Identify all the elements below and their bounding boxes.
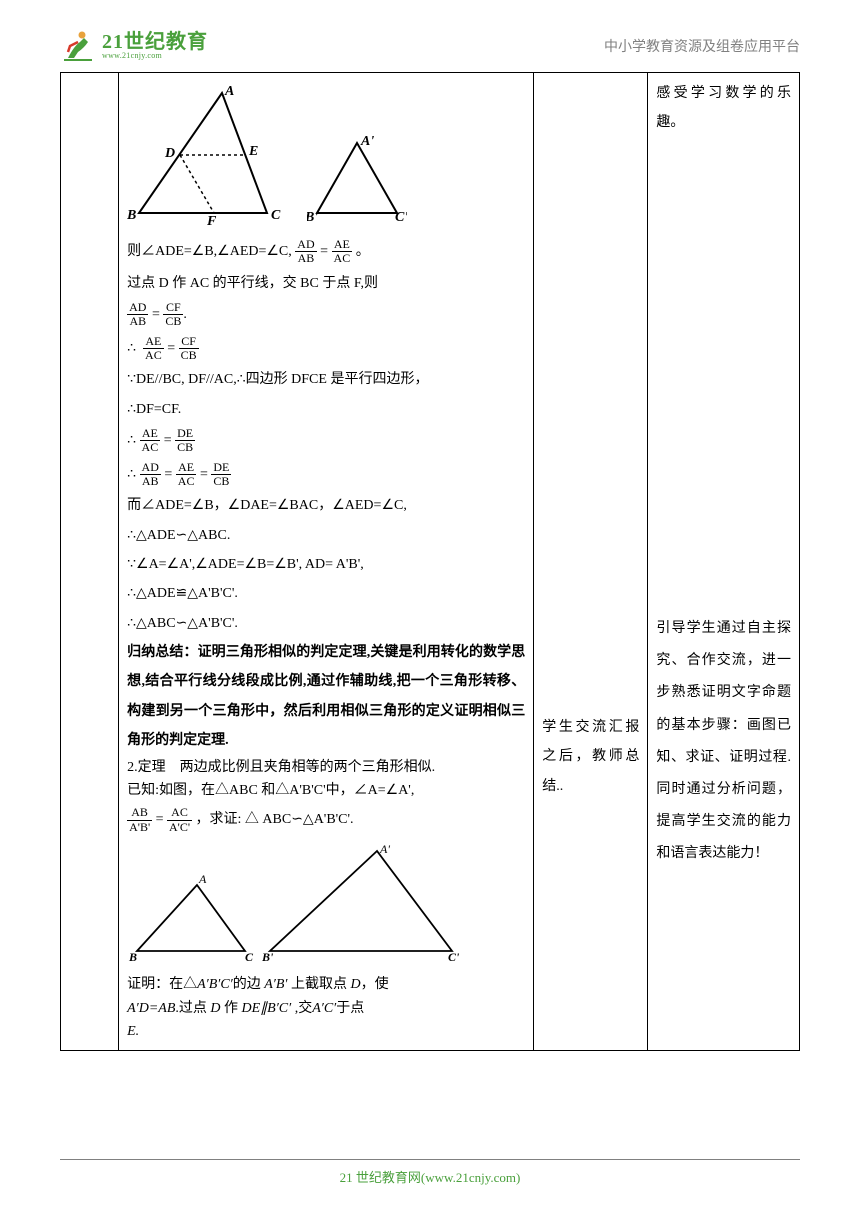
svg-text:C': C' [448, 950, 460, 963]
col-stage [61, 73, 119, 1051]
diagram-triangles-1: A B C D E F A' B' C' [127, 85, 525, 225]
svg-text:F: F [206, 214, 217, 225]
summary-bold: 归纳总结：证明三角形相似的判定定理,关键是利用转化的数学思想,结合平行线分线段成… [127, 638, 525, 756]
line-dfcf: ∴DF=CF. [127, 395, 525, 424]
footer-divider [60, 1159, 800, 1160]
line-given-angles: ∵∠A=∠A',∠ADE=∠B=∠B', AD= A'B', [127, 550, 525, 579]
lesson-table: A B C D E F A' B' C' 则∠ADE=∠B,∠AED=∠C, A… [60, 72, 800, 1051]
line-prove: ABA'B' = ACA'C' ，求证: △ ABC∽△A'B'C'. [127, 803, 525, 837]
line-angles: 而∠ADE=∠B，∠DAE=∠BAC，∠AED=∠C, [127, 491, 525, 520]
col-main-content: A B C D E F A' B' C' 则∠ADE=∠B,∠AED=∠C, A… [119, 73, 534, 1051]
svg-text:B: B [128, 950, 137, 963]
footer: 21 世纪教育网(www.21cnjy.com) [0, 1167, 860, 1186]
col-design-intent: 感受学习数学的乐趣。 引导学生通过自主探究、合作交流，进一步熟悉证明文字命题的基… [648, 73, 800, 1051]
line-therefore-3: ∴ ADAB = AEAC = DECB [127, 458, 525, 492]
svg-text:C': C' [395, 210, 407, 225]
logo-title: 21世纪教育 [102, 32, 208, 52]
line-therefore-1: ∴ AEAC = CFCB [127, 332, 525, 366]
svg-text:C: C [271, 208, 281, 223]
intent-bottom: 引导学生通过自主探究、合作交流，进一步熟悉证明文字命题的基本步骤：画图已知、求证… [656, 613, 791, 871]
svg-text:A': A' [379, 843, 390, 856]
page-header: 21世纪教育 www.21cnjy.com 中小学教育资源及组卷应用平台 [0, 0, 860, 72]
theorem-2: 2.定理 两边成比例且夹角相等的两个三角形相似. [127, 756, 525, 780]
proof-line-2: A′D=AB.过点 D 作 DE∥B′C′ ,交A′C′于点 [127, 997, 525, 1021]
svg-text:A: A [198, 873, 207, 886]
student-activity-text: 学生交流汇报之后，教师总结.. [542, 713, 639, 801]
given-2: 已知:如图，在△ABC 和△A'B'C'中，∠A=∠A', [127, 779, 525, 803]
line-similar-2: ∴△ABC∽△A'B'C'. [127, 609, 525, 638]
svg-text:D: D [164, 146, 175, 161]
logo: 21世纪教育 www.21cnjy.com [60, 28, 208, 64]
logo-runner-icon [60, 28, 96, 64]
svg-text:B': B' [262, 950, 274, 963]
logo-url: www.21cnjy.com [102, 52, 208, 60]
header-subtitle: 中小学教育资源及组卷应用平台 [604, 36, 800, 56]
proof-line-3: E. [127, 1020, 525, 1044]
small-triangle-2-svg: A B C [127, 873, 257, 963]
big-triangle-svg: A B C D E F [127, 85, 297, 225]
svg-text:B': B' [307, 210, 318, 225]
svg-text:A': A' [360, 135, 374, 149]
big-triangle-2-svg: A' B' C' [262, 843, 462, 963]
proof-line-1: 证明：在△A′B′C′的边 A′B′ 上截取点 D，使 [127, 973, 525, 997]
small-triangle-svg: A' B' C' [307, 135, 407, 225]
line-parallel: 过点 D 作 AC 的平行线，交 BC 于点 F,则 [127, 269, 525, 298]
intent-top: 感受学习数学的乐趣。 [656, 79, 791, 138]
col-student-activity: 学生交流汇报之后，教师总结.. [534, 73, 648, 1051]
line-therefore-2: ∴ AEAC = DECB [127, 424, 525, 458]
svg-text:B: B [127, 208, 136, 223]
line-frac-adab: ADAB = CFCB. [127, 298, 525, 332]
content: A B C D E F A' B' C' 则∠ADE=∠B,∠AED=∠C, A… [60, 72, 800, 1051]
svg-text:E: E [248, 144, 258, 159]
line-congruent: ∴△ADE≌△A'B'C'. [127, 579, 525, 608]
svg-text:C: C [245, 950, 254, 963]
line-similar-1: ∴△ADE∽△ABC. [127, 521, 525, 550]
diagram-triangles-2: A B C A' B' C' [127, 843, 525, 963]
line-parallelogram: ∵DE//BC, DF//AC,∴四边形 DFCE 是平行四边形， [127, 365, 525, 394]
line-ade: 则∠ADE=∠B,∠AED=∠C, ADAB = AEAC 。 [127, 235, 525, 269]
svg-text:A: A [224, 85, 234, 99]
